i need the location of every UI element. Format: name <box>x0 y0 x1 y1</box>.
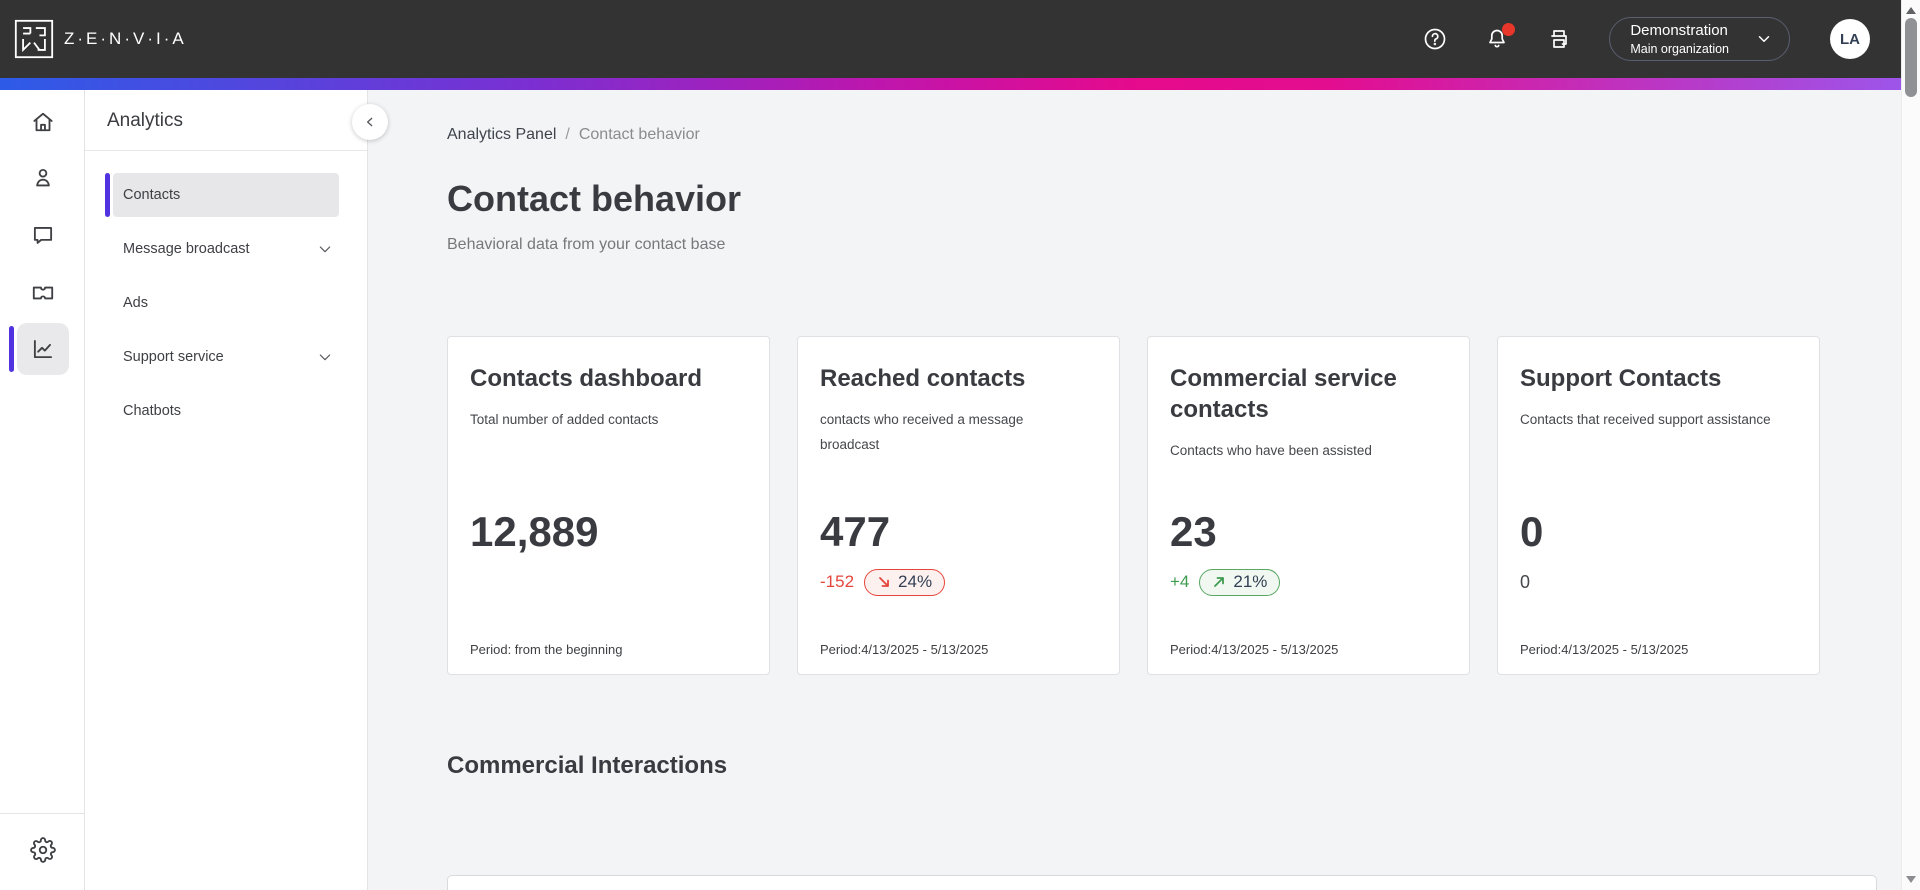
zenvia-logo-mark <box>14 19 54 59</box>
card-delta-row: +4 21% <box>1170 568 1281 596</box>
card-value: 12,889 <box>470 508 599 555</box>
top-header: Z·E·N·V·I·A <box>0 0 1901 78</box>
ticket-icon <box>32 286 53 300</box>
brand-gradient-bar <box>0 78 1901 90</box>
scrollbar-up-arrow[interactable] <box>1906 7 1916 14</box>
card-delta-row: 0 <box>1520 568 1530 596</box>
badge-percent: 24% <box>898 572 933 591</box>
sidebar-divider <box>85 150 367 151</box>
section-title-commercial-interactions: Commercial Interactions <box>447 752 728 779</box>
card-title: Commercial service contacts <box>1170 365 1397 424</box>
card-period: Period:4/13/2025 - 5/13/2025 <box>1520 642 1689 657</box>
rail-item-contacts[interactable] <box>0 152 85 204</box>
page-title: Contact behavior <box>447 178 742 219</box>
breadcrumb-separator: / <box>565 126 570 143</box>
organization-label: Demonstration Main organization <box>1630 21 1729 57</box>
scrollbar-down-arrow[interactable] <box>1906 876 1916 883</box>
rail-item-analytics[interactable] <box>0 323 85 375</box>
sidebar-collapse-button[interactable] <box>352 104 388 140</box>
delta-value: -152 <box>820 572 855 591</box>
organization-sub: Main organization <box>1630 41 1729 56</box>
badge-percent: 21% <box>1233 572 1268 591</box>
commercial-interactions-card <box>447 875 1877 890</box>
card-description: contacts who received a message broadcas… <box>820 412 1024 453</box>
card-title: Support Contacts <box>1520 365 1722 392</box>
chevron-down-icon <box>317 349 333 365</box>
card-description: Contacts who have been assisted <box>1170 443 1372 459</box>
person-icon <box>35 168 50 187</box>
line-chart-icon <box>33 339 52 359</box>
card-description: Contacts that received support assistanc… <box>1520 412 1771 428</box>
rail-item-settings[interactable] <box>0 824 85 876</box>
active-item-background <box>113 173 339 217</box>
sidebar-menu: Contacts Message broadcast Ads Support s… <box>85 173 367 433</box>
chevron-down-icon <box>317 241 333 257</box>
help-button[interactable] <box>1423 27 1447 51</box>
active-item-indicator <box>105 173 110 217</box>
card-reached-contacts: Reached contacts contacts who received a… <box>797 336 1120 675</box>
print-button[interactable] <box>1547 27 1571 51</box>
gear-icon <box>29 837 56 863</box>
card-title: Contacts dashboard <box>470 365 703 392</box>
card-value: 477 <box>820 508 891 555</box>
notification-dot <box>1502 23 1516 36</box>
sidebar-item-support-service[interactable]: Support service <box>85 335 367 379</box>
vertical-scrollbar <box>1901 0 1920 890</box>
sidebar-item-contacts[interactable]: Contacts <box>85 173 367 217</box>
card-value: 0 <box>1520 508 1544 555</box>
page-subtitle: Behavioral data from your contact base <box>447 236 726 253</box>
help-circle-icon <box>1424 28 1446 50</box>
rail-divider <box>0 813 85 814</box>
card-period: Period: from the beginning <box>470 642 623 657</box>
header-controls: Demonstration Main organization LA <box>1385 17 1870 61</box>
rail-item-conversations[interactable] <box>0 209 85 261</box>
notifications-button[interactable] <box>1485 23 1516 51</box>
chevron-down-icon <box>1758 36 1770 42</box>
zenvia-logo: Z·E·N·V·I·A <box>14 19 187 59</box>
rail-item-home[interactable] <box>0 96 85 148</box>
scrollbar-thumb[interactable] <box>1905 18 1917 97</box>
card-period: Period:4/13/2025 - 5/13/2025 <box>1170 642 1339 657</box>
organization-switcher[interactable]: Demonstration Main organization <box>1609 17 1790 61</box>
chevron-left-icon <box>367 117 373 127</box>
rail-item-tickets[interactable] <box>0 267 85 319</box>
card-title: Reached contacts <box>820 365 1026 392</box>
card-delta-row: -152 24% <box>820 568 946 596</box>
avatar[interactable]: LA <box>1830 19 1870 59</box>
sidebar-item-message-broadcast[interactable]: Message broadcast <box>85 227 367 271</box>
card-support-contacts: Support Contacts Contacts that received … <box>1497 336 1820 675</box>
card-value: 23 <box>1170 508 1217 555</box>
trend-badge-negative: 24% <box>864 568 946 596</box>
main-content: Analytics Panel / Contact behavior Conta… <box>368 90 1901 890</box>
sidebar-title: Analytics <box>107 110 184 131</box>
sidebar-item-chatbots[interactable]: Chatbots <box>123 403 182 419</box>
card-contacts-dashboard: Contacts dashboard Total number of added… <box>447 336 770 675</box>
card-period: Period:4/13/2025 - 5/13/2025 <box>820 642 989 657</box>
card-description: Total number of added contacts <box>470 412 659 428</box>
home-icon <box>32 112 53 132</box>
nav-rail <box>0 90 85 890</box>
rail-active-indicator <box>9 326 14 372</box>
printer-icon <box>1551 30 1568 48</box>
breadcrumb: Analytics Panel / Contact behavior <box>447 126 700 144</box>
delta-value: +4 <box>1170 572 1190 591</box>
bell-icon <box>1489 29 1506 48</box>
trend-badge-positive: 21% <box>1199 568 1281 596</box>
analytics-sidebar: Analytics Contacts Message broadcast <box>85 90 388 890</box>
card-commercial-service-contacts: Commercial service contacts Contacts who… <box>1147 336 1470 675</box>
sidebar-item-ads[interactable]: Ads <box>123 295 148 311</box>
zenvia-wordmark: Z·E·N·V·I·A <box>64 29 187 48</box>
organization-name: Demonstration <box>1630 22 1728 40</box>
chat-bubble-icon <box>33 227 52 244</box>
arrow-down-right-icon <box>879 577 889 587</box>
delta-value: 0 <box>1520 571 1531 592</box>
breadcrumb-current: Contact behavior <box>578 126 700 143</box>
stat-cards-row: Contacts dashboard Total number of added… <box>447 336 1820 675</box>
arrow-up-right-icon <box>1214 577 1225 587</box>
breadcrumb-parent-link[interactable]: Analytics Panel <box>447 126 557 143</box>
